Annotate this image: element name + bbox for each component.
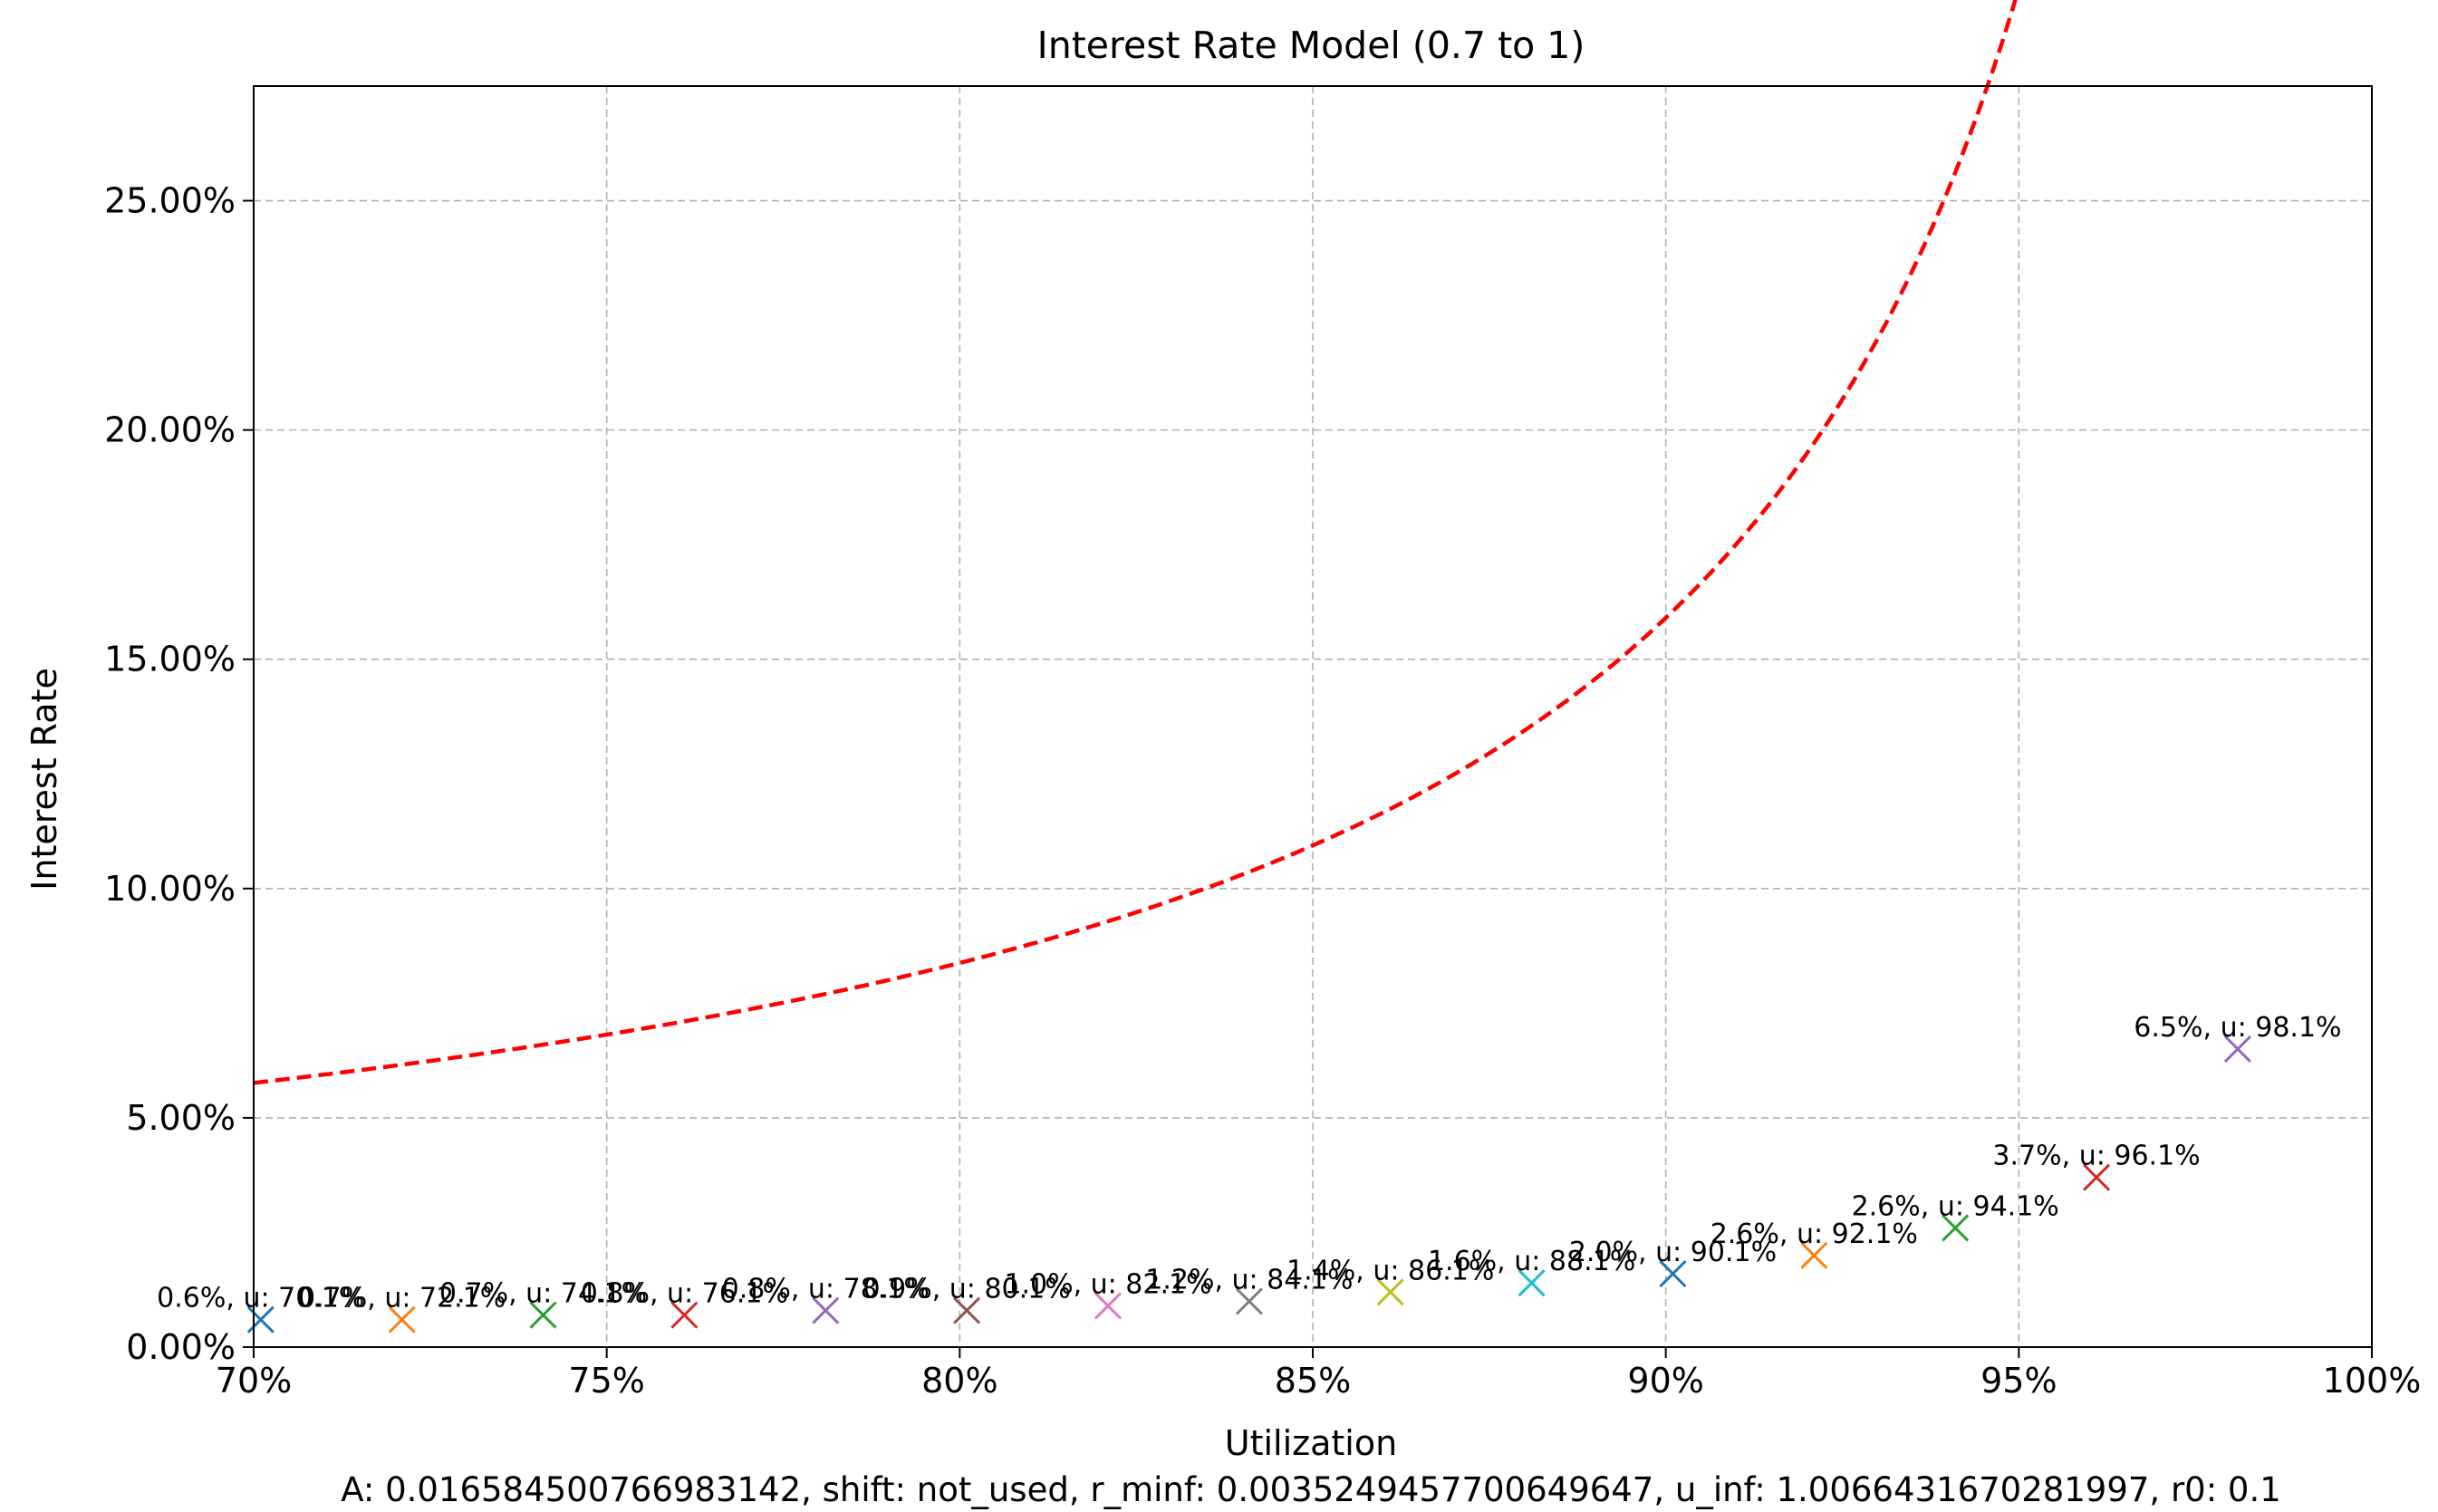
data-point-marker: [953, 1296, 981, 1324]
data-point-label: 1.0%, u: 82.1%: [1004, 1268, 1211, 1300]
x-tick-label: 80%: [921, 1361, 997, 1401]
data-point-marker: [1942, 1214, 1970, 1242]
data-point-label: 2.6%, u: 92.1%: [1710, 1218, 1918, 1250]
data-point-label: 0.7%, u: 72.1%: [298, 1283, 506, 1315]
data-point-label: 0.8%, u: 76.1%: [581, 1278, 788, 1310]
data-point-marker: [670, 1301, 699, 1329]
data-point-marker: [1659, 1259, 1687, 1288]
data-point-label: 2.0%, u: 90.1%: [1569, 1237, 1777, 1268]
x-tick-label: 90%: [1627, 1361, 1703, 1401]
y-axis-label: Interest Rate: [24, 668, 64, 891]
rate-curve: [253, 0, 2018, 1085]
x-tick-label: 75%: [568, 1361, 644, 1401]
data-point-label: 0.8%, u: 78.1%: [722, 1274, 930, 1305]
data-point-label: 6.5%, u: 98.1%: [2134, 1012, 2341, 1044]
data-point-marker: [2223, 1035, 2251, 1064]
x-tick-label: 95%: [1980, 1361, 2057, 1401]
data-point-label: 1.6%, u: 88.1%: [1428, 1246, 1635, 1277]
y-tick-label: 0.00%: [126, 1327, 236, 1367]
data-point-label: 0.7%, u: 74.1%: [439, 1278, 647, 1310]
model-parameters-footer: A: 0.016584500766983142, shift: not_used…: [341, 1470, 2281, 1509]
y-tick-label: 15.00%: [104, 640, 236, 679]
axis-ticks: 70% 75% 80% 85% 90% 95% 100% 0.00% 5.00% 10.00% 15…: [104, 181, 2421, 1401]
data-point-label: 1.4%, u: 86.1%: [1286, 1255, 1494, 1286]
data-point-marker: [1376, 1278, 1404, 1306]
data-point-marker: [1518, 1269, 1546, 1297]
data-point-marker: [1094, 1292, 1123, 1320]
data-point-label: 2.6%, u: 94.1%: [1852, 1190, 2059, 1222]
y-tick-label: 10.00%: [104, 869, 236, 909]
data-point-marker: [388, 1305, 416, 1334]
x-tick-label: 70%: [216, 1361, 292, 1401]
data-point-marker: [1800, 1241, 1828, 1269]
y-tick-label: 20.00%: [104, 410, 236, 450]
x-tick-label: 100%: [2323, 1361, 2422, 1401]
y-tick-label: 5.00%: [126, 1098, 236, 1138]
data-point-marker: [246, 1305, 275, 1334]
data-point-label: 3.7%, u: 96.1%: [1992, 1141, 2200, 1172]
x-axis-label: Utilization: [1225, 1423, 1397, 1463]
rate-curve-layer: [253, 0, 2018, 1085]
data-point-marker: [812, 1296, 840, 1324]
chart-title: Interest Rate Model (0.7 to 1): [1037, 24, 1585, 67]
data-point-label: 0.6%, u: 70.1%: [157, 1283, 364, 1315]
data-point-marker: [1235, 1287, 1263, 1315]
x-tick-label: 85%: [1275, 1361, 1351, 1401]
data-points-layer: 0.6%, u: 70.1%0.7%, u: 72.1%0.7%, u: 74.…: [157, 1012, 2342, 1334]
data-point-label: 1.2%, u: 84.1%: [1145, 1264, 1353, 1295]
y-tick-label: 25.00%: [104, 181, 236, 221]
data-point-marker: [2082, 1163, 2111, 1191]
data-point-marker: [529, 1301, 557, 1329]
data-point-label: 0.9%, u: 80.1%: [863, 1274, 1071, 1305]
